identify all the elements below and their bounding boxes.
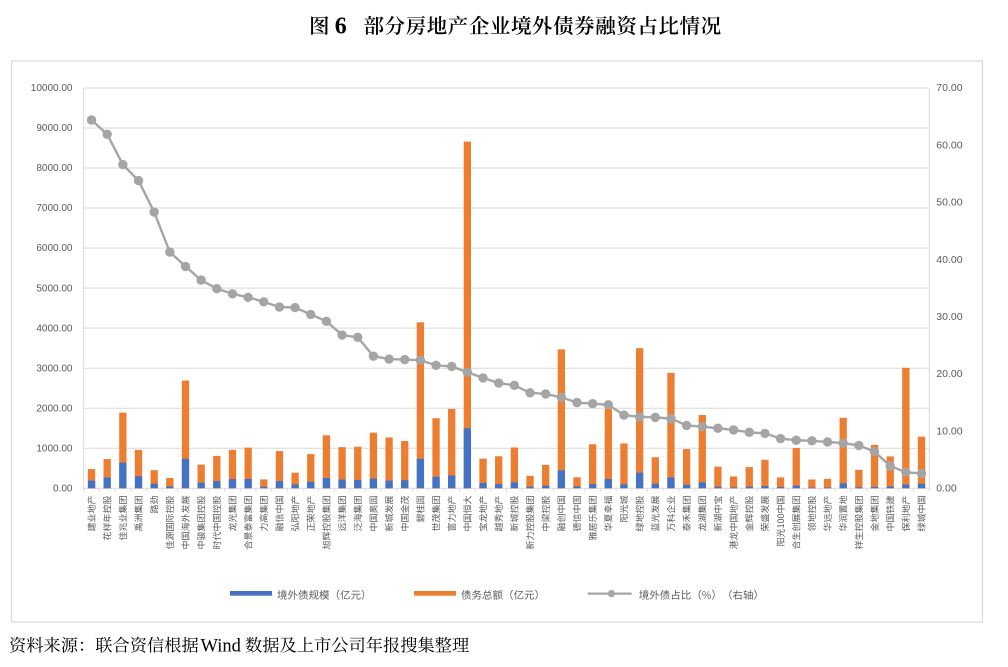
svg-text:8000.00: 8000.00: [36, 163, 73, 174]
svg-text:40.00: 40.00: [936, 254, 962, 266]
svg-text:5000.00: 5000.00: [36, 283, 73, 294]
svg-text:50.00: 50.00: [936, 197, 962, 209]
svg-text:3000.00: 3000.00: [36, 363, 73, 374]
svg-text:0.00: 0.00: [53, 483, 73, 494]
svg-text:20.00: 20.00: [936, 368, 962, 380]
svg-text:10000.00: 10000.00: [31, 83, 73, 94]
svg-text:30.00: 30.00: [936, 311, 962, 323]
svg-text:2000.00: 2000.00: [36, 403, 73, 414]
svg-text:7000.00: 7000.00: [36, 203, 73, 214]
svg-text:10.00: 10.00: [936, 425, 962, 437]
svg-text:1000.00: 1000.00: [36, 443, 73, 454]
svg-text:70.00: 70.00: [936, 82, 962, 94]
svg-text:9000.00: 9000.00: [36, 123, 73, 134]
svg-text:0.00: 0.00: [936, 483, 957, 495]
svg-text:6000.00: 6000.00: [36, 243, 73, 254]
svg-text:60.00: 60.00: [936, 139, 962, 151]
svg-text:Wind: Wind: [201, 636, 242, 656]
svg-text:4000.00: 4000.00: [36, 323, 73, 334]
svg-text:6: 6: [335, 13, 347, 39]
